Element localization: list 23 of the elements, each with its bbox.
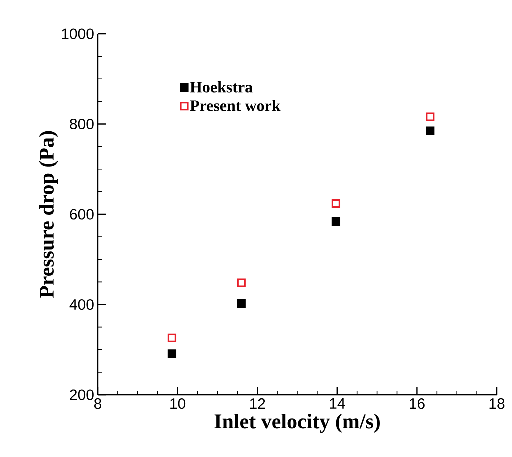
x-tick-label: 10 [170, 398, 186, 410]
point [168, 350, 177, 358]
point [426, 126, 435, 136]
y-tick-label: 600 [70, 209, 94, 220]
y-tick-label: 400 [70, 299, 94, 310]
x-tick-label: 8 [94, 398, 102, 410]
y-tick-label: 800 [70, 118, 94, 130]
point [332, 199, 341, 208]
point [168, 334, 177, 342]
x-tick-label: 12 [250, 398, 266, 409]
legend-label: Hoekstra [190, 81, 253, 93]
y-tick-label: 200 [70, 390, 94, 400]
x-axis-title: Inlet velocity (m/s) [214, 414, 380, 434]
y-tick-label: 1000 [62, 28, 94, 40]
point [237, 278, 246, 288]
legend-label: Present work [190, 100, 281, 112]
point [332, 217, 341, 226]
x-tick-label: 16 [410, 398, 425, 410]
x-tick-label: 14 [330, 398, 346, 409]
x-tick-label: 18 [490, 398, 505, 410]
y-axis-title: Pressure drop (Pa) [39, 131, 58, 298]
point [426, 112, 435, 122]
point [237, 300, 246, 308]
